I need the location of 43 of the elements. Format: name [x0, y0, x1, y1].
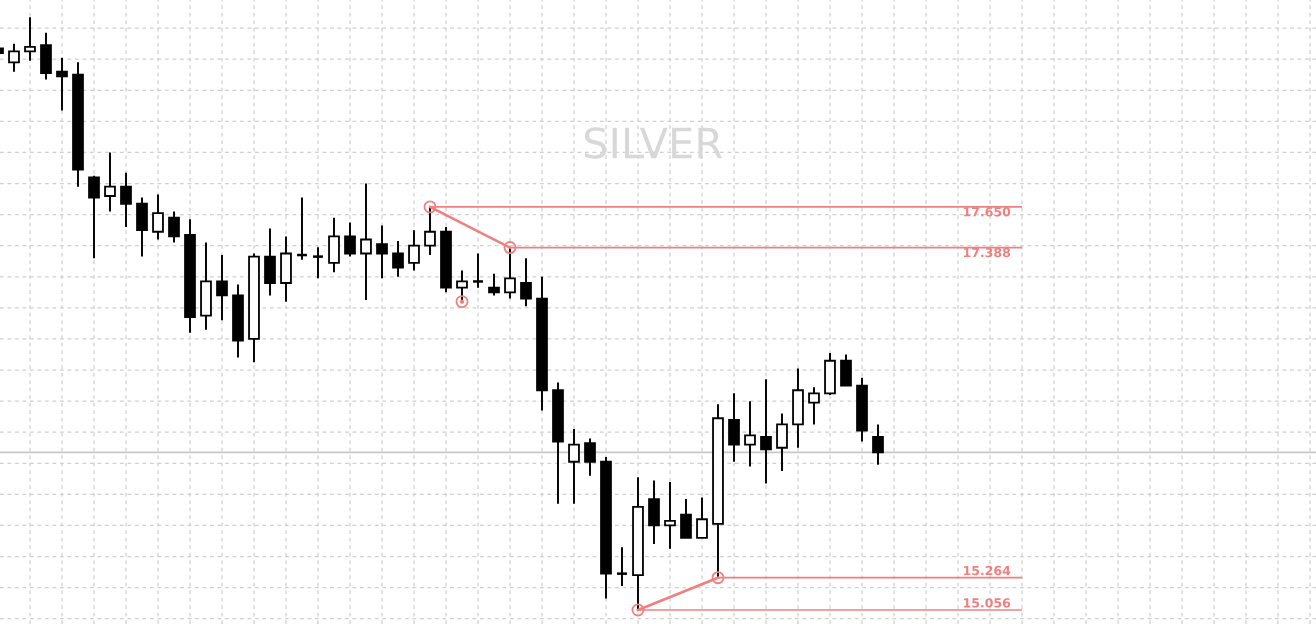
- point: [423, 200, 437, 214]
- candlestick: [280, 235, 292, 303]
- candlestick: [680, 498, 692, 539]
- candlestick: [120, 171, 132, 229]
- candlestick: [104, 151, 116, 213]
- candlestick: [376, 224, 388, 280]
- point: [455, 295, 469, 309]
- candlestick: [648, 479, 660, 546]
- candlestick: [72, 61, 84, 188]
- candlestick: [615, 546, 629, 588]
- candlestick: [56, 56, 68, 112]
- candlestick: [408, 229, 420, 272]
- candlestick: [696, 496, 708, 539]
- candlestick: [248, 252, 260, 364]
- candlestick: [360, 182, 372, 302]
- ref-line-label: 15.264: [963, 565, 1011, 576]
- candlestick: [568, 428, 580, 505]
- candlestick: [856, 376, 868, 443]
- point: [631, 603, 645, 617]
- ref-line-label: 17.388: [963, 247, 1011, 258]
- candlestick: [872, 423, 884, 466]
- candlestick: [184, 218, 196, 334]
- candlestick: [760, 378, 772, 485]
- candlestick: [552, 381, 564, 505]
- ref-line-label: 15.056: [963, 598, 1011, 608]
- ref-line-label: 17.650: [963, 207, 1011, 217]
- candlestick: [200, 241, 212, 331]
- candlestick: [392, 240, 404, 278]
- candlestick: [776, 412, 788, 473]
- candlestick: [664, 480, 676, 550]
- candlestick: [8, 42, 20, 73]
- candlestick: [744, 400, 756, 468]
- candlestick: [344, 221, 356, 258]
- candlestick: [728, 392, 740, 463]
- candlestick: [536, 275, 548, 412]
- point: [711, 571, 725, 585]
- candlestick: [232, 283, 244, 359]
- candlestick: [24, 16, 36, 62]
- candlestick: [216, 254, 228, 322]
- point: [503, 241, 517, 255]
- candlestick: [520, 257, 532, 308]
- candlestick: [264, 227, 276, 297]
- candlestick: [792, 367, 804, 449]
